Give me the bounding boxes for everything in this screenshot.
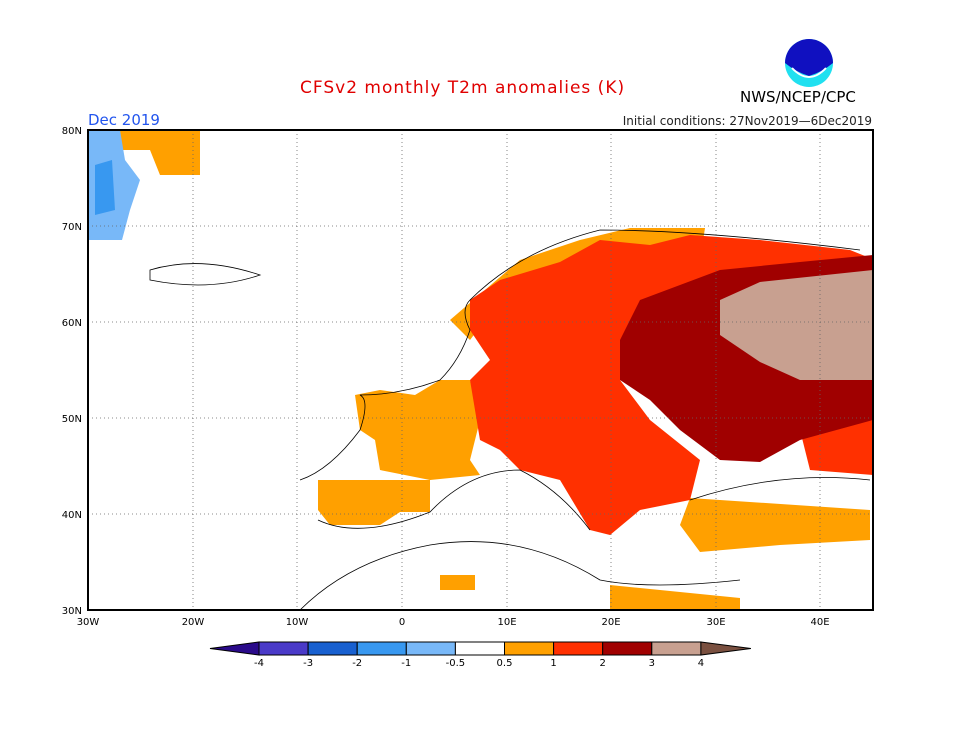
colorbar: [209, 641, 751, 656]
anomaly-blue-greenland: [95, 160, 115, 215]
colorbar-segment: [405, 641, 456, 656]
lat-label: 80N: [62, 126, 82, 137]
forecast-month: Dec 2019: [88, 111, 160, 129]
colorbar-label: 3: [649, 658, 655, 669]
colorbar-label: 1: [550, 658, 556, 669]
lon-label: 0: [399, 617, 405, 628]
initial-conditions: Initial conditions: 27Nov2019—6Dec2019: [622, 114, 872, 128]
agency-label: NWS/NCEP/CPC: [740, 88, 856, 106]
colorbar-segment: [651, 641, 702, 656]
colorbar-segment: [356, 641, 407, 656]
lon-label: 20W: [182, 617, 205, 628]
colorbar-segment: [454, 641, 505, 656]
lon-label: 10E: [497, 617, 516, 628]
lon-label: 10W: [286, 617, 309, 628]
colorbar-label: 4: [698, 658, 704, 669]
colorbar-segment: [602, 641, 653, 656]
coastlines: [149, 229, 871, 611]
colorbar-label: -3: [303, 658, 313, 669]
colorbar-label: 0.5: [497, 658, 513, 669]
anomaly-orange-north-africa: [610, 585, 740, 610]
colorbar-label: 2: [600, 658, 606, 669]
lon-label: 20E: [601, 617, 620, 628]
colorbar-label: -4: [254, 658, 264, 669]
colorbar-label: -0.5: [446, 658, 466, 669]
anomaly-orange-small: [440, 575, 475, 590]
lon-label: 30W: [77, 617, 100, 628]
colorbar-segment: [258, 641, 309, 656]
colorbar-label: -1: [401, 658, 411, 669]
lat-label: 70N: [62, 222, 82, 233]
lat-label: 30N: [62, 606, 82, 617]
anomaly-brown-russia: [720, 270, 873, 380]
colorbar-max-triangle: [700, 641, 751, 656]
lon-label: 40E: [810, 617, 829, 628]
colorbar-segment: [307, 641, 358, 656]
anomaly-fields: [88, 130, 873, 610]
anomaly-orange-turkey: [680, 498, 870, 552]
colorbar-segment: [504, 641, 555, 656]
anomaly-orange-iberia: [318, 480, 430, 525]
colorbar-min-triangle: [209, 641, 260, 656]
map-frame: [87, 129, 874, 611]
anomaly-red-central-europe: [470, 235, 870, 535]
map-title: CFSv2 monthly T2m anomalies (K): [300, 78, 626, 98]
graticule: [88, 130, 873, 610]
lat-label: 50N: [62, 414, 82, 425]
colorbar-label: -2: [352, 658, 362, 669]
noaa-logo-icon: [785, 39, 833, 87]
lon-label: 30E: [706, 617, 725, 628]
lat-label: 40N: [62, 510, 82, 521]
lat-label: 60N: [62, 318, 82, 329]
anomaly-orange-west-europe: [355, 380, 480, 480]
anomaly-orange-greenland: [120, 130, 200, 175]
colorbar-segment: [553, 641, 604, 656]
